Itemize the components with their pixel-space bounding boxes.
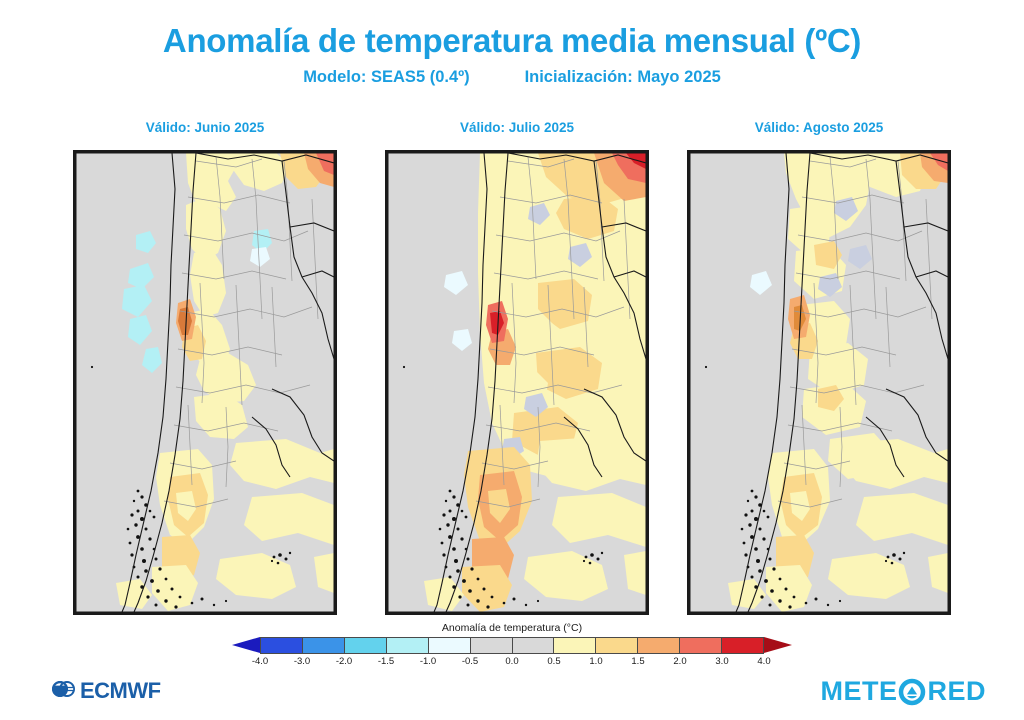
initialization-label: Inicialización: Mayo 2025 (524, 68, 721, 86)
ecmwf-logo: ECMWF (50, 678, 161, 704)
colorbar-tick: 4.0 (757, 656, 771, 667)
ecmwf-wordmark: ECMWF (80, 678, 161, 703)
colorbar-swatch (637, 637, 680, 654)
colorbar-strip (260, 637, 765, 654)
colorbar-tick: 3.0 (715, 656, 729, 667)
colorbar-tick: 1.5 (631, 656, 645, 667)
meteored-logo: METE RED (820, 676, 986, 707)
meteored-droplet-icon (898, 678, 926, 706)
colorbar-tick: -3.0 (293, 656, 311, 667)
map-canvas-junio (76, 153, 334, 612)
colorbar-tick: -0.5 (461, 656, 479, 667)
colorbar-swatch (595, 637, 638, 654)
colorbar-swatch (511, 637, 554, 654)
colorbar-swatch (679, 637, 722, 654)
ecmwf-globe-icon (50, 679, 76, 704)
map-canvas-agosto (690, 153, 948, 612)
colorbar: Anomalía de temperatura (°C) -4.0 -3.0 -2.… (232, 622, 792, 672)
colorbar-tick: 0.0 (505, 656, 519, 667)
colorbar-swatch (385, 637, 428, 654)
colorbar-extend-low-arrow (232, 637, 260, 653)
map-panel-agosto[interactable] (687, 150, 951, 615)
colorbar-tick: 0.5 (547, 656, 561, 667)
colorbar-swatch (553, 637, 596, 654)
map-panel-junio[interactable] (73, 150, 337, 615)
model-label: Modelo: SEAS5 (0.4º) (303, 68, 470, 86)
map-canvas-julio (388, 153, 646, 612)
colorbar-swatch (721, 637, 765, 654)
map-panel-julio[interactable] (385, 150, 649, 615)
colorbar-tick: -4.0 (251, 656, 269, 667)
colorbar-tick-labels: -4.0 -3.0 -2.0 -1.5 -1.0 -0.5 0.0 0.5 1.0 1.5 2.0 3… (252, 656, 771, 670)
colorbar-swatch (260, 637, 302, 654)
colorbar-swatch (427, 637, 470, 654)
colorbar-tick: -2.0 (335, 656, 353, 667)
panel-title-agosto: Válido: Agosto 2025 (754, 120, 884, 135)
colorbar-swatch (301, 637, 344, 654)
colorbar-tick: -1.5 (377, 656, 395, 667)
colorbar-swatch (343, 637, 386, 654)
page-title: Anomalía de temperatura media mensual (º… (162, 22, 862, 59)
colorbar-swatch (469, 637, 512, 654)
panel-title-junio: Válido: Junio 2025 (145, 120, 265, 135)
subtitle-row: Modelo: SEAS5 (0.4º) Inicialización: May… (0, 68, 1024, 87)
meteored-wordmark-part1: METE (820, 676, 898, 706)
colorbar-title: Anomalía de temperatura (°C) (441, 622, 583, 634)
colorbar-tick: 2.0 (673, 656, 687, 667)
meteored-wordmark-part2: RED (927, 676, 986, 706)
colorbar-extend-high-arrow (764, 637, 792, 653)
colorbar-tick: 1.0 (589, 656, 603, 667)
colorbar-tick: -1.0 (419, 656, 437, 667)
panel-title-julio: Válido: Julio 2025 (459, 120, 575, 135)
